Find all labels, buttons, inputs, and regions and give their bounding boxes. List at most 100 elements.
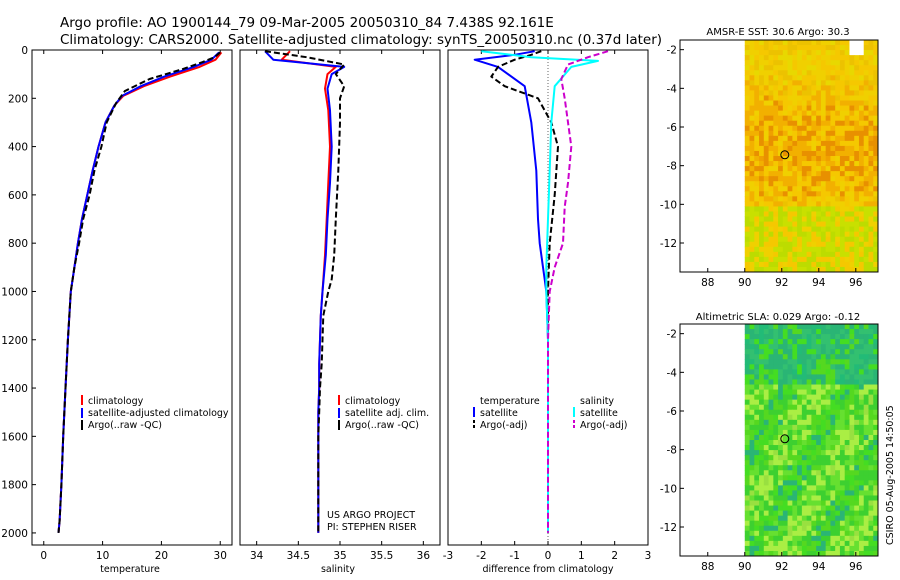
sla-cell bbox=[811, 334, 817, 340]
sst-cell bbox=[830, 150, 836, 157]
sla-cell bbox=[773, 485, 779, 491]
sla-cell bbox=[754, 520, 760, 527]
sst-cell bbox=[754, 55, 760, 61]
sla-cell bbox=[801, 475, 808, 481]
sla-cell bbox=[825, 465, 831, 471]
sla-cell bbox=[835, 545, 841, 552]
sla-cell bbox=[825, 540, 831, 547]
sla-cell bbox=[858, 485, 865, 491]
sst-cell bbox=[744, 140, 751, 147]
sst-cell bbox=[787, 135, 793, 142]
sla-cell bbox=[816, 515, 822, 522]
sst-cell bbox=[839, 40, 846, 46]
sla-cell bbox=[806, 530, 812, 537]
sla-cell bbox=[778, 419, 784, 426]
sla-cell bbox=[825, 389, 831, 396]
sst-cell bbox=[835, 125, 841, 132]
sst-cell bbox=[830, 50, 836, 56]
sst-cell bbox=[754, 75, 760, 81]
sst-cell bbox=[759, 145, 765, 152]
sst-cell bbox=[816, 196, 822, 202]
sst-cell bbox=[858, 100, 865, 107]
sst-cell bbox=[830, 90, 836, 96]
salinity-xlabel: salinity bbox=[321, 564, 355, 575]
sla-cell bbox=[782, 540, 789, 547]
sst-cell bbox=[778, 191, 784, 197]
sst-cell bbox=[835, 75, 841, 81]
sla-cell bbox=[759, 455, 765, 461]
sst-cell bbox=[873, 100, 879, 107]
sst-cell bbox=[787, 110, 793, 117]
sst-cell bbox=[759, 120, 765, 127]
sst-cell bbox=[825, 60, 831, 66]
sla-cell bbox=[858, 445, 865, 451]
sla-cell bbox=[863, 475, 869, 481]
sla-cell bbox=[797, 480, 803, 486]
sla-cell bbox=[749, 465, 755, 471]
sst-cell bbox=[797, 261, 803, 268]
sla-cell bbox=[797, 434, 803, 441]
sst-cell bbox=[744, 150, 751, 157]
sst-cell bbox=[811, 201, 817, 207]
sla-cell bbox=[811, 344, 817, 350]
sla-cell bbox=[801, 349, 808, 355]
sst-cell bbox=[858, 196, 865, 202]
sst-cell bbox=[749, 40, 755, 46]
sst-cell bbox=[749, 216, 755, 223]
sst-cell bbox=[806, 45, 812, 51]
sst-cell bbox=[801, 186, 808, 192]
sst-cell bbox=[844, 251, 850, 258]
sst-cell bbox=[768, 246, 774, 253]
sla-cell bbox=[830, 349, 836, 355]
sst-cell bbox=[778, 70, 784, 76]
sla-cell bbox=[816, 364, 822, 370]
sst-cell bbox=[844, 120, 850, 127]
sst-cell bbox=[806, 261, 812, 268]
sla-cell bbox=[759, 384, 765, 391]
sla-cell bbox=[773, 404, 779, 411]
sst-cell bbox=[797, 231, 803, 238]
sst-cell bbox=[759, 221, 765, 228]
sst-cell bbox=[839, 85, 846, 91]
sla-cell bbox=[811, 445, 817, 451]
sla-cell bbox=[744, 505, 751, 512]
sla-cell bbox=[792, 540, 798, 547]
sla-cell bbox=[820, 460, 827, 466]
sst-cell bbox=[873, 201, 879, 207]
sla-cell bbox=[820, 520, 827, 527]
sla-y-tick-label-5: -12 bbox=[660, 522, 677, 534]
sla-cell bbox=[763, 404, 770, 411]
sla-cell bbox=[797, 374, 803, 380]
sla-cell bbox=[849, 525, 855, 532]
sst-cell bbox=[792, 80, 798, 86]
sla-cell bbox=[858, 324, 865, 330]
sst-cell bbox=[844, 115, 850, 122]
sst-cell bbox=[863, 261, 869, 268]
sst-cell bbox=[825, 125, 831, 132]
sst-cell bbox=[787, 90, 793, 96]
sst-cell bbox=[749, 241, 755, 248]
sst-cell bbox=[839, 55, 846, 61]
sst-cell bbox=[754, 60, 760, 66]
sst-cell bbox=[873, 90, 879, 96]
sst-cell bbox=[806, 85, 812, 91]
sst-cell bbox=[858, 65, 865, 71]
sla-cell bbox=[782, 349, 789, 355]
sla-cell bbox=[778, 409, 784, 416]
sla-cell bbox=[830, 429, 836, 436]
sla-cell bbox=[858, 465, 865, 471]
sst-cell bbox=[797, 40, 803, 46]
sst-cell bbox=[792, 216, 798, 223]
sla-cell bbox=[801, 495, 808, 502]
sst-cell bbox=[839, 201, 846, 207]
sst-cell bbox=[839, 191, 846, 197]
sla-cell bbox=[768, 344, 774, 350]
sst-cell bbox=[754, 100, 760, 107]
sst-cell bbox=[873, 110, 879, 117]
sla-cell bbox=[768, 359, 774, 365]
sla-cell bbox=[825, 480, 831, 486]
sla-cell bbox=[782, 364, 789, 370]
sla-cell bbox=[754, 450, 760, 456]
sst-cell bbox=[820, 70, 827, 76]
sla-cell bbox=[858, 404, 865, 411]
